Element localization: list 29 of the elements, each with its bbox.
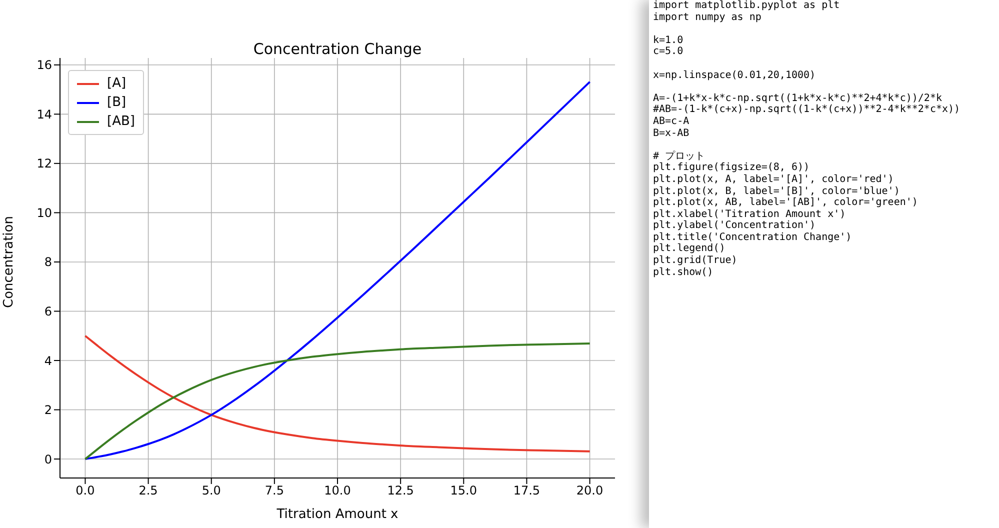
y-tick-label: 10 [36,206,52,220]
x-tick-label: 5.0 [202,484,221,498]
y-axis-title: Concentration [2,216,17,308]
text: A=-(1+k*x-k*c-np.sqrt((1+k*x-k*c)**2+4*k*c))/2*k #AB=-(1-k*(c+x)-np.sqrt((1-k*(c+x))**2-4*k**2*c*x)) AB=c-A B=x-AB [653,92,960,139]
text: k=1.0 c=5.0 [652,34,684,58]
y-tick-label: 16 [36,58,52,72]
x-tick-label: 2.5 [138,484,158,498]
y-tick-label: 0 [44,452,52,466]
legend-label: [B] [107,95,126,110]
legend-label: [AB] [107,114,135,129]
text: x=np.linspace(0.01,20,1000) [652,70,817,82]
x-axis-title: Titration Amount x [276,507,399,522]
legend-label: [A] [107,76,126,91]
y-tick-label: 6 [44,304,52,318]
x-tick-label: 10.0 [324,484,351,498]
x-tick-label: 15.0 [450,484,477,498]
text: # プロット plt.figure(figsize=(8, 6)) plt.plot(x, A, label='[A]', color='red') plt.plot(x, B, label='[B]', color='blue') plt.plot(x, AB, label='[AB]', color='green') plt.xlabel('Titration Amount x') plt.ylabel('Concentration') plt.title('Concentration Change') plt.legend() plt.grid(True) plt.show() [653,150,918,278]
y-tick-label: 2 [44,403,52,418]
y-tick-label: 4 [44,354,52,368]
chart-title: Concentration Change [252,40,423,58]
y-tick-label: 14 [36,107,52,122]
y-tick-label: 12 [36,156,52,171]
x-tick-label: 20.0 [576,484,604,498]
text: import matplotlib.pyplot as plt import numpy as np [652,0,841,24]
y-tick-label: 8 [44,255,52,270]
x-tick-label: 12.5 [387,484,414,498]
x-tick-label: 17.5 [513,484,540,498]
x-tick-label: 7.5 [264,484,284,498]
x-tick-label: 0.0 [76,484,95,498]
